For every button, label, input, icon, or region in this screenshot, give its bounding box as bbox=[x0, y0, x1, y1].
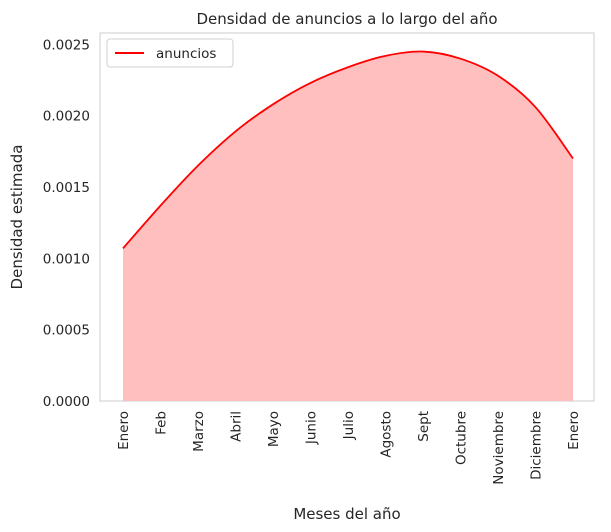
y-tick-label: 0.0005 bbox=[43, 323, 90, 339]
x-tick-label: Octubre bbox=[454, 411, 470, 465]
x-tick-label: Agosto bbox=[379, 411, 395, 458]
density-line-anuncios bbox=[122, 50, 574, 249]
legend-label-anuncios: anuncios bbox=[156, 46, 216, 62]
y-tick-label: 0.0025 bbox=[43, 37, 90, 53]
y-tick-label: 0.0010 bbox=[43, 251, 90, 267]
x-tick-label: Noviembre bbox=[491, 411, 507, 485]
chart-title: Densidad de anuncios a lo largo del año bbox=[196, 10, 497, 28]
y-axis-ticks: 0.0000 0.0005 0.0010 0.0015 0.0020 0.0025 bbox=[43, 37, 90, 410]
legend-box bbox=[106, 38, 234, 68]
x-tick-label: Diciembre bbox=[529, 411, 545, 480]
x-tick-label: Marzo bbox=[191, 411, 207, 452]
x-tick-label: Mayo bbox=[266, 411, 282, 447]
area-layer bbox=[123, 51, 573, 401]
y-tick-label: 0.0000 bbox=[43, 394, 90, 410]
density-area-fill bbox=[123, 51, 573, 401]
x-tick-label: Julio bbox=[341, 411, 357, 440]
legend: anuncios bbox=[106, 38, 234, 68]
x-axis-label: Meses del año bbox=[293, 505, 400, 523]
x-tick-label: Feb bbox=[154, 411, 170, 435]
line-layer bbox=[122, 50, 574, 249]
y-tick-label: 0.0020 bbox=[43, 109, 90, 125]
x-tick-label: Sept bbox=[416, 411, 432, 442]
y-tick-label: 0.0015 bbox=[43, 180, 90, 196]
x-tick-label: Abril bbox=[229, 411, 245, 442]
x-tick-label: Enero bbox=[566, 411, 582, 450]
x-tick-label: Enero bbox=[116, 411, 132, 450]
y-axis-label: Densidad estimada bbox=[8, 145, 26, 290]
x-axis-ticks: Enero Feb Marzo Abril Mayo Junio Julio Agosto Se… bbox=[116, 411, 582, 485]
x-tick-label: Junio bbox=[304, 411, 320, 445]
